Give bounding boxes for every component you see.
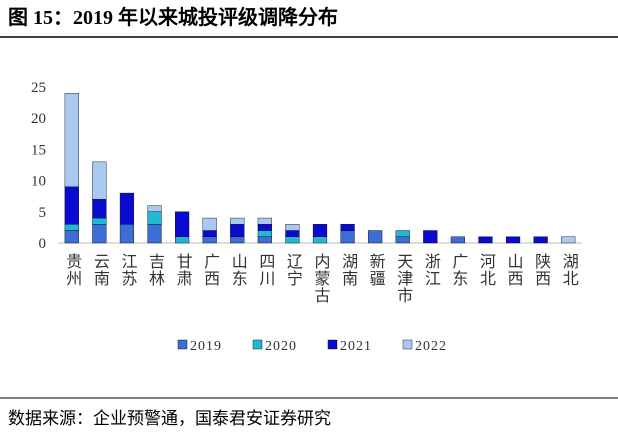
bar-segment (92, 224, 107, 244)
bar-segment (561, 236, 576, 244)
x-tick-label: 广东 (449, 253, 468, 287)
x-tick-label: 陕西 (532, 253, 551, 287)
y-tick-label: 0 (39, 236, 47, 252)
legend-swatch (177, 339, 188, 350)
y-tick-label: 10 (31, 174, 46, 190)
legend-swatch (402, 339, 413, 350)
x-tick-label: 广西 (201, 253, 220, 287)
bar-segment (368, 230, 383, 244)
bar-segment (340, 230, 355, 244)
bar-segment (119, 224, 135, 244)
x-tick-label: 云南 (91, 253, 110, 287)
bar-segment (119, 192, 135, 225)
bar-segment (395, 236, 410, 244)
bar-segment (257, 217, 272, 225)
bar-segment (423, 230, 438, 244)
y-tick-label: 15 (31, 142, 46, 158)
bar-segment (64, 186, 79, 225)
x-tick-label: 辽宁 (284, 253, 303, 287)
y-tick-label: 5 (39, 205, 47, 221)
x-tick-label: 四川 (256, 253, 275, 287)
bar-segment (285, 236, 300, 244)
y-tick-label: 20 (31, 111, 46, 127)
bar-segment (202, 230, 217, 237)
bar-segment (175, 236, 190, 244)
bar-segment (64, 224, 79, 231)
bar-segment (285, 224, 300, 231)
x-tick-label: 贵州 (63, 253, 82, 287)
legend-label: 2022 (415, 339, 447, 354)
bar-segment (478, 236, 493, 244)
x-tick-label: 甘肃 (174, 253, 193, 287)
legend-label: 2021 (340, 339, 372, 354)
bar-segment (533, 236, 548, 244)
legend-swatch (252, 339, 263, 350)
bar-segment (257, 236, 272, 244)
x-tick-label: 新疆 (367, 253, 386, 287)
bar-segment (312, 236, 328, 244)
bar-segment (257, 224, 272, 231)
bar-segment (340, 224, 355, 231)
x-tick-label: 江苏 (118, 253, 137, 287)
bar-segment (505, 236, 521, 244)
bar-segment (92, 161, 107, 200)
bar-segment (147, 211, 162, 225)
bar-segment (230, 236, 245, 244)
bar-segment (230, 224, 245, 237)
x-tick-label: 湖南 (339, 253, 358, 287)
x-tick-label: 吉林 (146, 253, 165, 287)
bar-segment (64, 93, 79, 188)
source-note: 数据来源：企业预警通，国泰君安证券研究 (8, 409, 331, 428)
bar-segment (312, 224, 328, 237)
bar-segment (92, 199, 107, 219)
legend-swatch (327, 339, 338, 350)
x-tick-label: 河北 (477, 253, 496, 287)
bar-segment (175, 211, 190, 237)
bar-segment (202, 236, 217, 244)
bar-segment (64, 230, 79, 244)
bar-segment (147, 205, 162, 212)
bar-segment (230, 217, 245, 225)
legend-label: 2020 (265, 339, 297, 354)
bar-segment (395, 230, 410, 237)
chart-title: 图 15：2019 年以来城投评级调降分布 (8, 5, 338, 29)
x-tick-label: 浙江 (422, 253, 441, 287)
legend-label: 2019 (190, 339, 222, 354)
bar-segment (257, 230, 272, 237)
bar-segment (92, 217, 107, 225)
bar-segment (147, 224, 162, 244)
bar-segment (285, 230, 300, 237)
x-tick-label: 天津市 (394, 253, 413, 304)
y-tick-label: 25 (31, 80, 46, 96)
bar-segment (450, 236, 465, 244)
x-tick-label: 山西 (505, 253, 524, 287)
x-tick-label: 内蒙古 (312, 253, 331, 304)
x-tick-label: 山东 (229, 253, 247, 287)
bar-segment (202, 217, 217, 231)
x-tick-label: 湖北 (560, 253, 579, 287)
